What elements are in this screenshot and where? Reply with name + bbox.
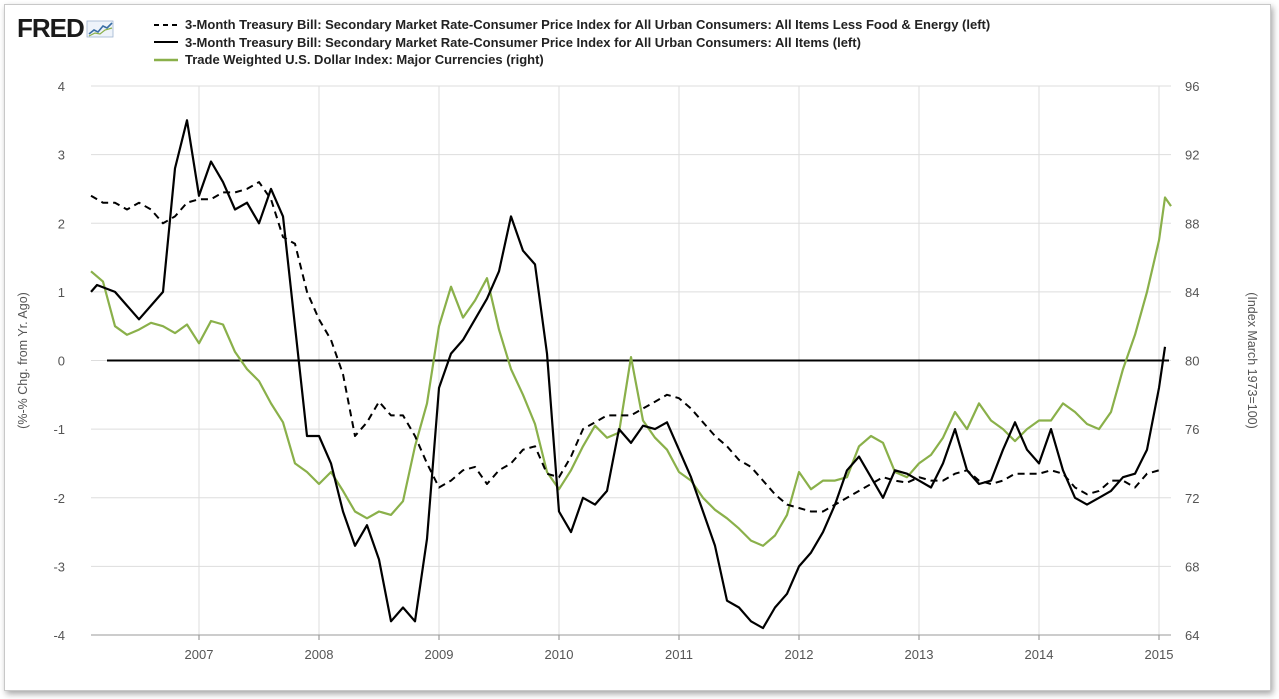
line-chart: 4 3 2 1 0 -1 -2 -3 -4 96 92 88 84 80 76 72 68 64 2007 2008 2… [16, 79, 1259, 662]
chart-legend: 3-Month Treasury Bill: Secondary Market … [153, 16, 990, 69]
series-line-dollar-index [90, 196, 1172, 547]
legend-swatch-solid-black [154, 41, 178, 44]
y-left-tick-label: 2 [58, 216, 65, 231]
x-tick-label: 2010 [545, 647, 574, 662]
legend-entry-all-items[interactable]: 3-Month Treasury Bill: Secondary Market … [153, 34, 990, 52]
fred-logo[interactable]: FRED [17, 13, 116, 44]
y-right-tick-label: 88 [1185, 216, 1199, 231]
legend-entry-dollar[interactable]: Trade Weighted U.S. Dollar Index: Major … [153, 51, 990, 69]
x-tick-label: 2013 [905, 647, 934, 662]
legend-swatch-green [154, 58, 178, 61]
legend-entry-core[interactable]: 3-Month Treasury Bill: Secondary Market … [153, 16, 990, 34]
y-left-tick-label: -1 [53, 422, 65, 437]
y-left-tick-label: 0 [58, 354, 65, 369]
y-right-tick-label: 84 [1185, 285, 1199, 300]
y-right-tick-label: 80 [1185, 354, 1199, 369]
x-tick-label: 2009 [425, 647, 454, 662]
y-left-axis-title: (%-% Chg. from Yr. Ago) [16, 292, 30, 429]
trend-chart-icon [86, 20, 114, 37]
y-right-tick-label: 96 [1185, 79, 1199, 94]
y-left-tick-label: -2 [53, 491, 65, 506]
y-left-tick-label: -3 [53, 559, 65, 574]
y-right-tick-label: 72 [1185, 491, 1199, 506]
series-line-core-cpi [90, 181, 1160, 513]
chart-frame: FRED 3-Month Treasury Bill: Secondary Ma… [4, 4, 1271, 691]
y-right-tick-label: 68 [1185, 559, 1199, 574]
x-tick-label: 2011 [665, 647, 693, 662]
y-left-tick-label: 4 [58, 79, 65, 94]
y-left-tick-label: -4 [53, 628, 65, 643]
legend-swatch-dashed [154, 23, 178, 26]
x-tick-label: 2015 [1145, 647, 1174, 662]
x-tick-label: 2008 [305, 647, 334, 662]
x-tick-label: 2014 [1025, 647, 1054, 662]
y-right-tick-label: 92 [1185, 148, 1199, 163]
axis-labels: 4 3 2 1 0 -1 -2 -3 -4 96 92 88 84 80 76 72 68 64 2007 2008 2… [16, 79, 1259, 662]
y-left-tick-label: 1 [58, 285, 65, 300]
series-line-all-items-cpi [90, 119, 1167, 630]
fred-logo-text: FRED [17, 13, 85, 43]
y-right-axis-title: (Index March 1973=100) [1245, 292, 1259, 429]
y-left-tick-label: 3 [58, 148, 65, 163]
y-right-tick-label: 76 [1185, 422, 1199, 437]
series-layer [90, 119, 1172, 630]
legend-label-core: 3-Month Treasury Bill: Secondary Market … [185, 17, 991, 32]
legend-label-all-items: 3-Month Treasury Bill: Secondary Market … [185, 34, 861, 50]
x-tick-label: 2007 [185, 647, 214, 662]
legend-label-dollar: Trade Weighted U.S. Dollar Index: Major … [185, 52, 544, 67]
y-right-tick-label: 64 [1185, 628, 1199, 643]
x-tick-label: 2012 [785, 647, 814, 662]
